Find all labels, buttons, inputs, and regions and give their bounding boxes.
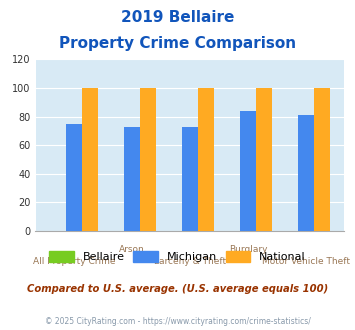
Bar bbox=[124, 127, 140, 231]
Bar bbox=[256, 88, 272, 231]
Bar bbox=[140, 88, 156, 231]
Legend: Bellaire, Michigan, National: Bellaire, Michigan, National bbox=[45, 247, 310, 267]
Bar bbox=[298, 115, 314, 231]
Bar bbox=[66, 124, 82, 231]
Text: Arson: Arson bbox=[119, 245, 145, 254]
Text: © 2025 CityRating.com - https://www.cityrating.com/crime-statistics/: © 2025 CityRating.com - https://www.city… bbox=[45, 317, 310, 326]
Text: Compared to U.S. average. (U.S. average equals 100): Compared to U.S. average. (U.S. average … bbox=[27, 284, 328, 294]
Text: Larceny & Theft: Larceny & Theft bbox=[154, 257, 226, 266]
Bar bbox=[182, 127, 198, 231]
Bar bbox=[240, 111, 256, 231]
Text: All Property Crime: All Property Crime bbox=[33, 257, 115, 266]
Text: Burglary: Burglary bbox=[229, 245, 267, 254]
Text: 2019 Bellaire: 2019 Bellaire bbox=[121, 10, 234, 25]
Text: Motor Vehicle Theft: Motor Vehicle Theft bbox=[262, 257, 350, 266]
Bar bbox=[198, 88, 214, 231]
Bar bbox=[82, 88, 98, 231]
Bar bbox=[314, 88, 330, 231]
Text: Property Crime Comparison: Property Crime Comparison bbox=[59, 36, 296, 51]
